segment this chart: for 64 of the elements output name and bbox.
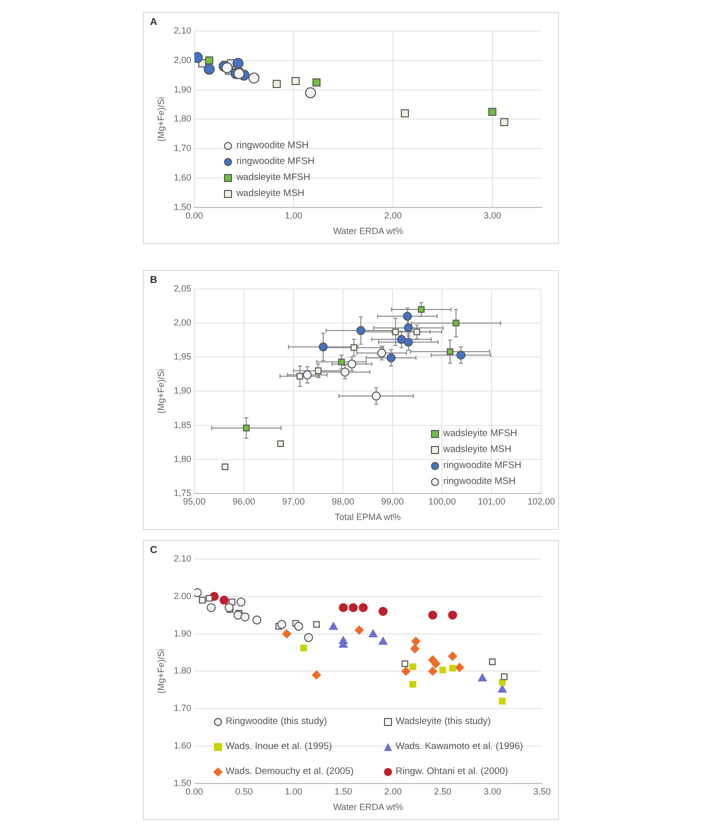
- x-tick-label: 2,00: [384, 210, 402, 220]
- legend-label: Wads. Inoue et al. (1995): [226, 741, 332, 752]
- x-tick-label: 100,00: [428, 496, 456, 506]
- x-tick-label: 101,00: [478, 496, 506, 506]
- y-tick-label: 1,85: [174, 420, 192, 430]
- legend-label: Ringwoodite (this study): [226, 716, 328, 728]
- y-tick-label: 2,10: [174, 25, 192, 36]
- y-tick-label: 2.00: [174, 590, 192, 601]
- legend-label: ringwoodite MSH: [236, 140, 309, 152]
- y-tick-label: 1,70: [174, 143, 192, 154]
- y-tick-label: 1.90: [174, 628, 192, 638]
- x-tick-label: 102,00: [527, 496, 555, 506]
- y-tick-label: 2,00: [174, 54, 192, 65]
- y-tick-label: 1,90: [174, 386, 192, 396]
- y-tick-label: 1,50: [174, 202, 192, 212]
- x-tick-label: 0,00: [186, 210, 204, 220]
- y-tick-label: 1.70: [174, 703, 192, 714]
- y-tick-label: 1.80: [174, 666, 192, 676]
- x-tick-label: 1.50: [334, 786, 352, 796]
- x-tick-label: 95,00: [183, 496, 206, 506]
- x-tick-label: 1.00: [284, 786, 302, 796]
- y-tick-label: 1,75: [174, 488, 192, 498]
- legend-label: Wads. Demouchy et al. (2005): [226, 766, 354, 778]
- x-tick-label: 3.00: [484, 786, 502, 796]
- legend-label: wadsleyite MSH: [443, 444, 512, 456]
- legend-label: Ringw. Ohtani et al. (2000): [396, 766, 508, 778]
- y-axis-title: (Mg+Fe)/Si: [156, 368, 166, 414]
- x-tick-label: 2.00: [384, 786, 402, 796]
- x-tick-label: 2.50: [434, 786, 452, 796]
- x-tick-label: 96,00: [232, 496, 256, 506]
- y-tick-label: 1,80: [174, 114, 192, 124]
- y-tick-label: 2,05: [174, 283, 192, 294]
- legend-label: ringwoodite MFSH: [236, 156, 314, 168]
- legend-label: ringwoodite MFSH: [443, 460, 522, 472]
- legend-label: ringwoodite MSH: [443, 476, 516, 488]
- y-tick-label: 1.60: [174, 740, 192, 750]
- x-tick-label: 3,00: [484, 210, 502, 220]
- chart-title: A: [150, 17, 158, 28]
- legend-label: Wads. Kawamoto et al. (1996): [396, 741, 524, 752]
- chart-title: B: [150, 275, 158, 286]
- x-tick-label: 97,00: [282, 496, 305, 506]
- y-tick-label: 1,90: [174, 84, 192, 94]
- x-tick-label: 3.50: [533, 786, 551, 796]
- y-tick-label: 1,60: [174, 172, 192, 182]
- x-tick-label: 99,00: [381, 496, 404, 506]
- x-tick-label: 1,00: [284, 210, 302, 220]
- y-tick-label: 1,95: [174, 352, 192, 362]
- y-tick-label: 1.50: [174, 778, 192, 788]
- x-axis-title: Water ERDA wt%: [333, 802, 404, 812]
- x-tick-label: 0.50: [235, 786, 253, 796]
- legend-label: wadsleyite MFSH: [236, 172, 310, 184]
- legend-label: wadsleyite MSH: [236, 188, 304, 200]
- y-tick-label: 1,80: [174, 454, 192, 464]
- x-axis-title: Water ERDA wt%: [333, 226, 404, 236]
- y-axis-title: (Mg+Fe)/Si: [156, 648, 166, 694]
- y-tick-label: 2.10: [174, 553, 192, 564]
- chart-title: C: [150, 545, 158, 556]
- legend-label: wadsleyite MFSH: [443, 428, 518, 440]
- x-tick-label: 0.00: [186, 786, 204, 796]
- x-axis-title: Total EPMA wt%: [334, 512, 401, 522]
- legend-label: Wadsleyite (this study): [396, 716, 491, 728]
- y-tick-label: 2,00: [174, 318, 192, 328]
- x-tick-label: 98,00: [332, 496, 354, 506]
- y-axis-title: (Mg+Fe)/Si: [156, 96, 166, 142]
